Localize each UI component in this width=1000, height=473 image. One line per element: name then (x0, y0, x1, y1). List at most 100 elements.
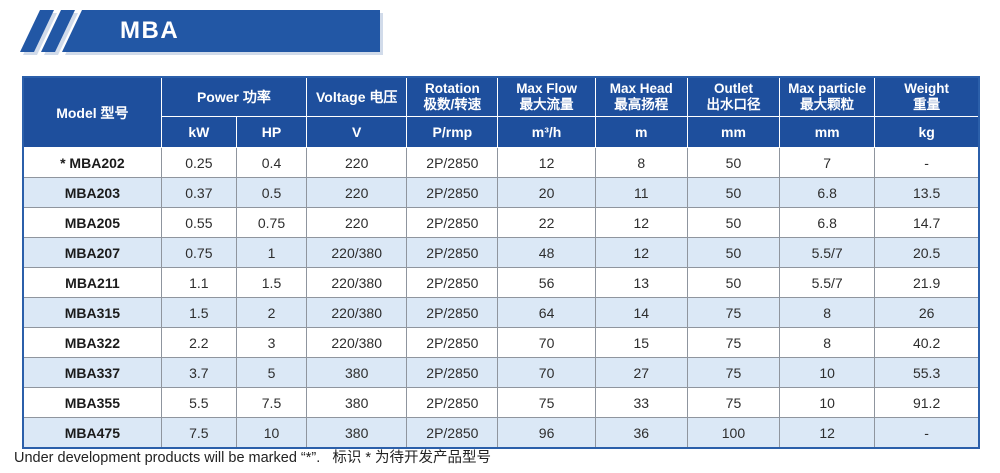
value-cell: 64 (497, 297, 596, 328)
unit-m: m (594, 116, 688, 148)
value-cell: 220/380 (306, 267, 408, 298)
value-cell: 12 (497, 147, 596, 178)
value-cell: 2P/2850 (406, 387, 499, 418)
value-cell: 100 (686, 417, 781, 449)
value-cell: 12 (594, 237, 688, 268)
value-cell: 12 (594, 207, 688, 238)
value-cell: 220/380 (306, 327, 408, 358)
value-cell: 380 (306, 417, 408, 449)
value-cell: 13.5 (874, 177, 980, 208)
value-cell: 13 (594, 267, 688, 298)
header-max-particle: Max particle 最大颗粒 (779, 76, 876, 117)
value-cell: 36 (594, 417, 688, 449)
model-cell: MBA475 (22, 417, 162, 449)
header-model: Model 型号 (22, 76, 162, 148)
value-cell: 5.5 (160, 387, 237, 418)
value-cell: 75 (686, 387, 781, 418)
value-cell: 380 (306, 387, 408, 418)
value-cell: 10 (235, 417, 308, 449)
value-cell: 20 (497, 177, 596, 208)
model-cell: MBA205 (22, 207, 162, 238)
table-row: MBA207 0.75 1 220/380 2P/2850 48 12 50 5.5/7 20.… (22, 237, 980, 268)
table-row: * MBA202 0.25 0.4 220 2P/2850 12 8 50 7- (22, 147, 980, 178)
table-row: MBA322 2.2 3 220/380 2P/2850 70 15 75 8 40.2 (22, 327, 980, 358)
value-cell: 0.4 (235, 147, 308, 178)
footnote: Under development products will be marke… (14, 450, 492, 466)
value-cell: 0.55 (160, 207, 237, 238)
header-outlet: Outlet 出水口径 (686, 76, 781, 117)
value-cell: 50 (686, 147, 781, 178)
value-cell: 8 (779, 297, 876, 328)
spec-table: Model 型号 Power 功率 Voltage 电压 Rotation 极数… (22, 76, 980, 449)
value-cell: 11 (594, 177, 688, 208)
unit-kw: kW (160, 116, 237, 148)
header-voltage: Voltage 电压 (306, 76, 408, 117)
value-cell: 1 (235, 237, 308, 268)
value-cell: 2P/2850 (406, 357, 499, 388)
value-cell: 50 (686, 237, 781, 268)
value-cell: 70 (497, 357, 596, 388)
value-cell: 2P/2850 (406, 177, 499, 208)
unit-particle-mm: mm (779, 116, 876, 148)
value-cell: 50 (686, 267, 781, 298)
value-cell: 20.5 (874, 237, 980, 268)
value-cell: 2P/2850 (406, 237, 499, 268)
spec-table-header: Model 型号 Power 功率 Voltage 电压 Rotation 极数… (22, 76, 980, 148)
unit-m3h: m³/h (497, 116, 596, 148)
model-cell: MBA211 (22, 267, 162, 298)
value-cell: 2 (235, 297, 308, 328)
value-cell: 55.3 (874, 357, 980, 388)
value-cell: 14 (594, 297, 688, 328)
value-cell: 50 (686, 207, 781, 238)
value-cell: 1.1 (160, 267, 237, 298)
unit-outlet-mm: mm (686, 116, 781, 148)
value-cell: 26 (874, 297, 980, 328)
value-cell: 0.75 (160, 237, 237, 268)
spec-table-body: * MBA202 0.25 0.4 220 2P/2850 12 8 50 7- MBA203… (22, 147, 980, 449)
model-cell: * MBA202 (22, 147, 162, 178)
value-cell: 2P/2850 (406, 297, 499, 328)
series-title: MBA (120, 17, 180, 44)
table-row: MBA203 0.37 0.5 220 2P/2850 20 11 50 6.8 13.5 (22, 177, 980, 208)
value-cell: 48 (497, 237, 596, 268)
model-cell: MBA207 (22, 237, 162, 268)
unit-v: V (306, 116, 408, 148)
value-cell: 2P/2850 (406, 207, 499, 238)
value-cell: 5 (235, 357, 308, 388)
value-cell: 0.75 (235, 207, 308, 238)
value-cell: 0.37 (160, 177, 237, 208)
header-power: Power 功率 (160, 76, 308, 117)
header-rotation: Rotation 极数/转速 (406, 76, 499, 117)
model-cell: MBA355 (22, 387, 162, 418)
value-cell: 70 (497, 327, 596, 358)
value-cell: 75 (497, 387, 596, 418)
value-cell: 220 (306, 207, 408, 238)
value-cell: 6.8 (779, 177, 876, 208)
series-banner: MBA (20, 10, 380, 52)
value-cell: 2P/2850 (406, 327, 499, 358)
value-cell: 5.5/7 (779, 267, 876, 298)
table-row: MBA211 1.1 1.5 220/380 2P/2850 56 13 50 5.5/7 21… (22, 267, 980, 298)
value-cell: 8 (594, 147, 688, 178)
value-cell: 27 (594, 357, 688, 388)
model-cell: MBA337 (22, 357, 162, 388)
value-cell: 2.2 (160, 327, 237, 358)
table-row: MBA355 5.5 7.5 380 2P/2850 75 33 75 10 91.2 (22, 387, 980, 418)
value-cell: 3.7 (160, 357, 237, 388)
value-cell: 75 (686, 327, 781, 358)
unit-hp: HP (235, 116, 308, 148)
value-cell: 8 (779, 327, 876, 358)
value-cell: 75 (686, 357, 781, 388)
value-cell: 21.9 (874, 267, 980, 298)
table-row: MBA475 7.5 10 380 2P/2850 96 36 100 12- (22, 417, 980, 449)
value-cell: 6.8 (779, 207, 876, 238)
header-max-head: Max Head 最高扬程 (594, 76, 688, 117)
value-cell: 7 (779, 147, 876, 178)
value-cell: 220 (306, 177, 408, 208)
value-cell: 3 (235, 327, 308, 358)
value-cell: 220 (306, 147, 408, 178)
banner-bar (62, 10, 380, 52)
unit-prmp: P/rmp (406, 116, 499, 148)
value-cell: - (874, 417, 980, 449)
value-cell: 380 (306, 357, 408, 388)
